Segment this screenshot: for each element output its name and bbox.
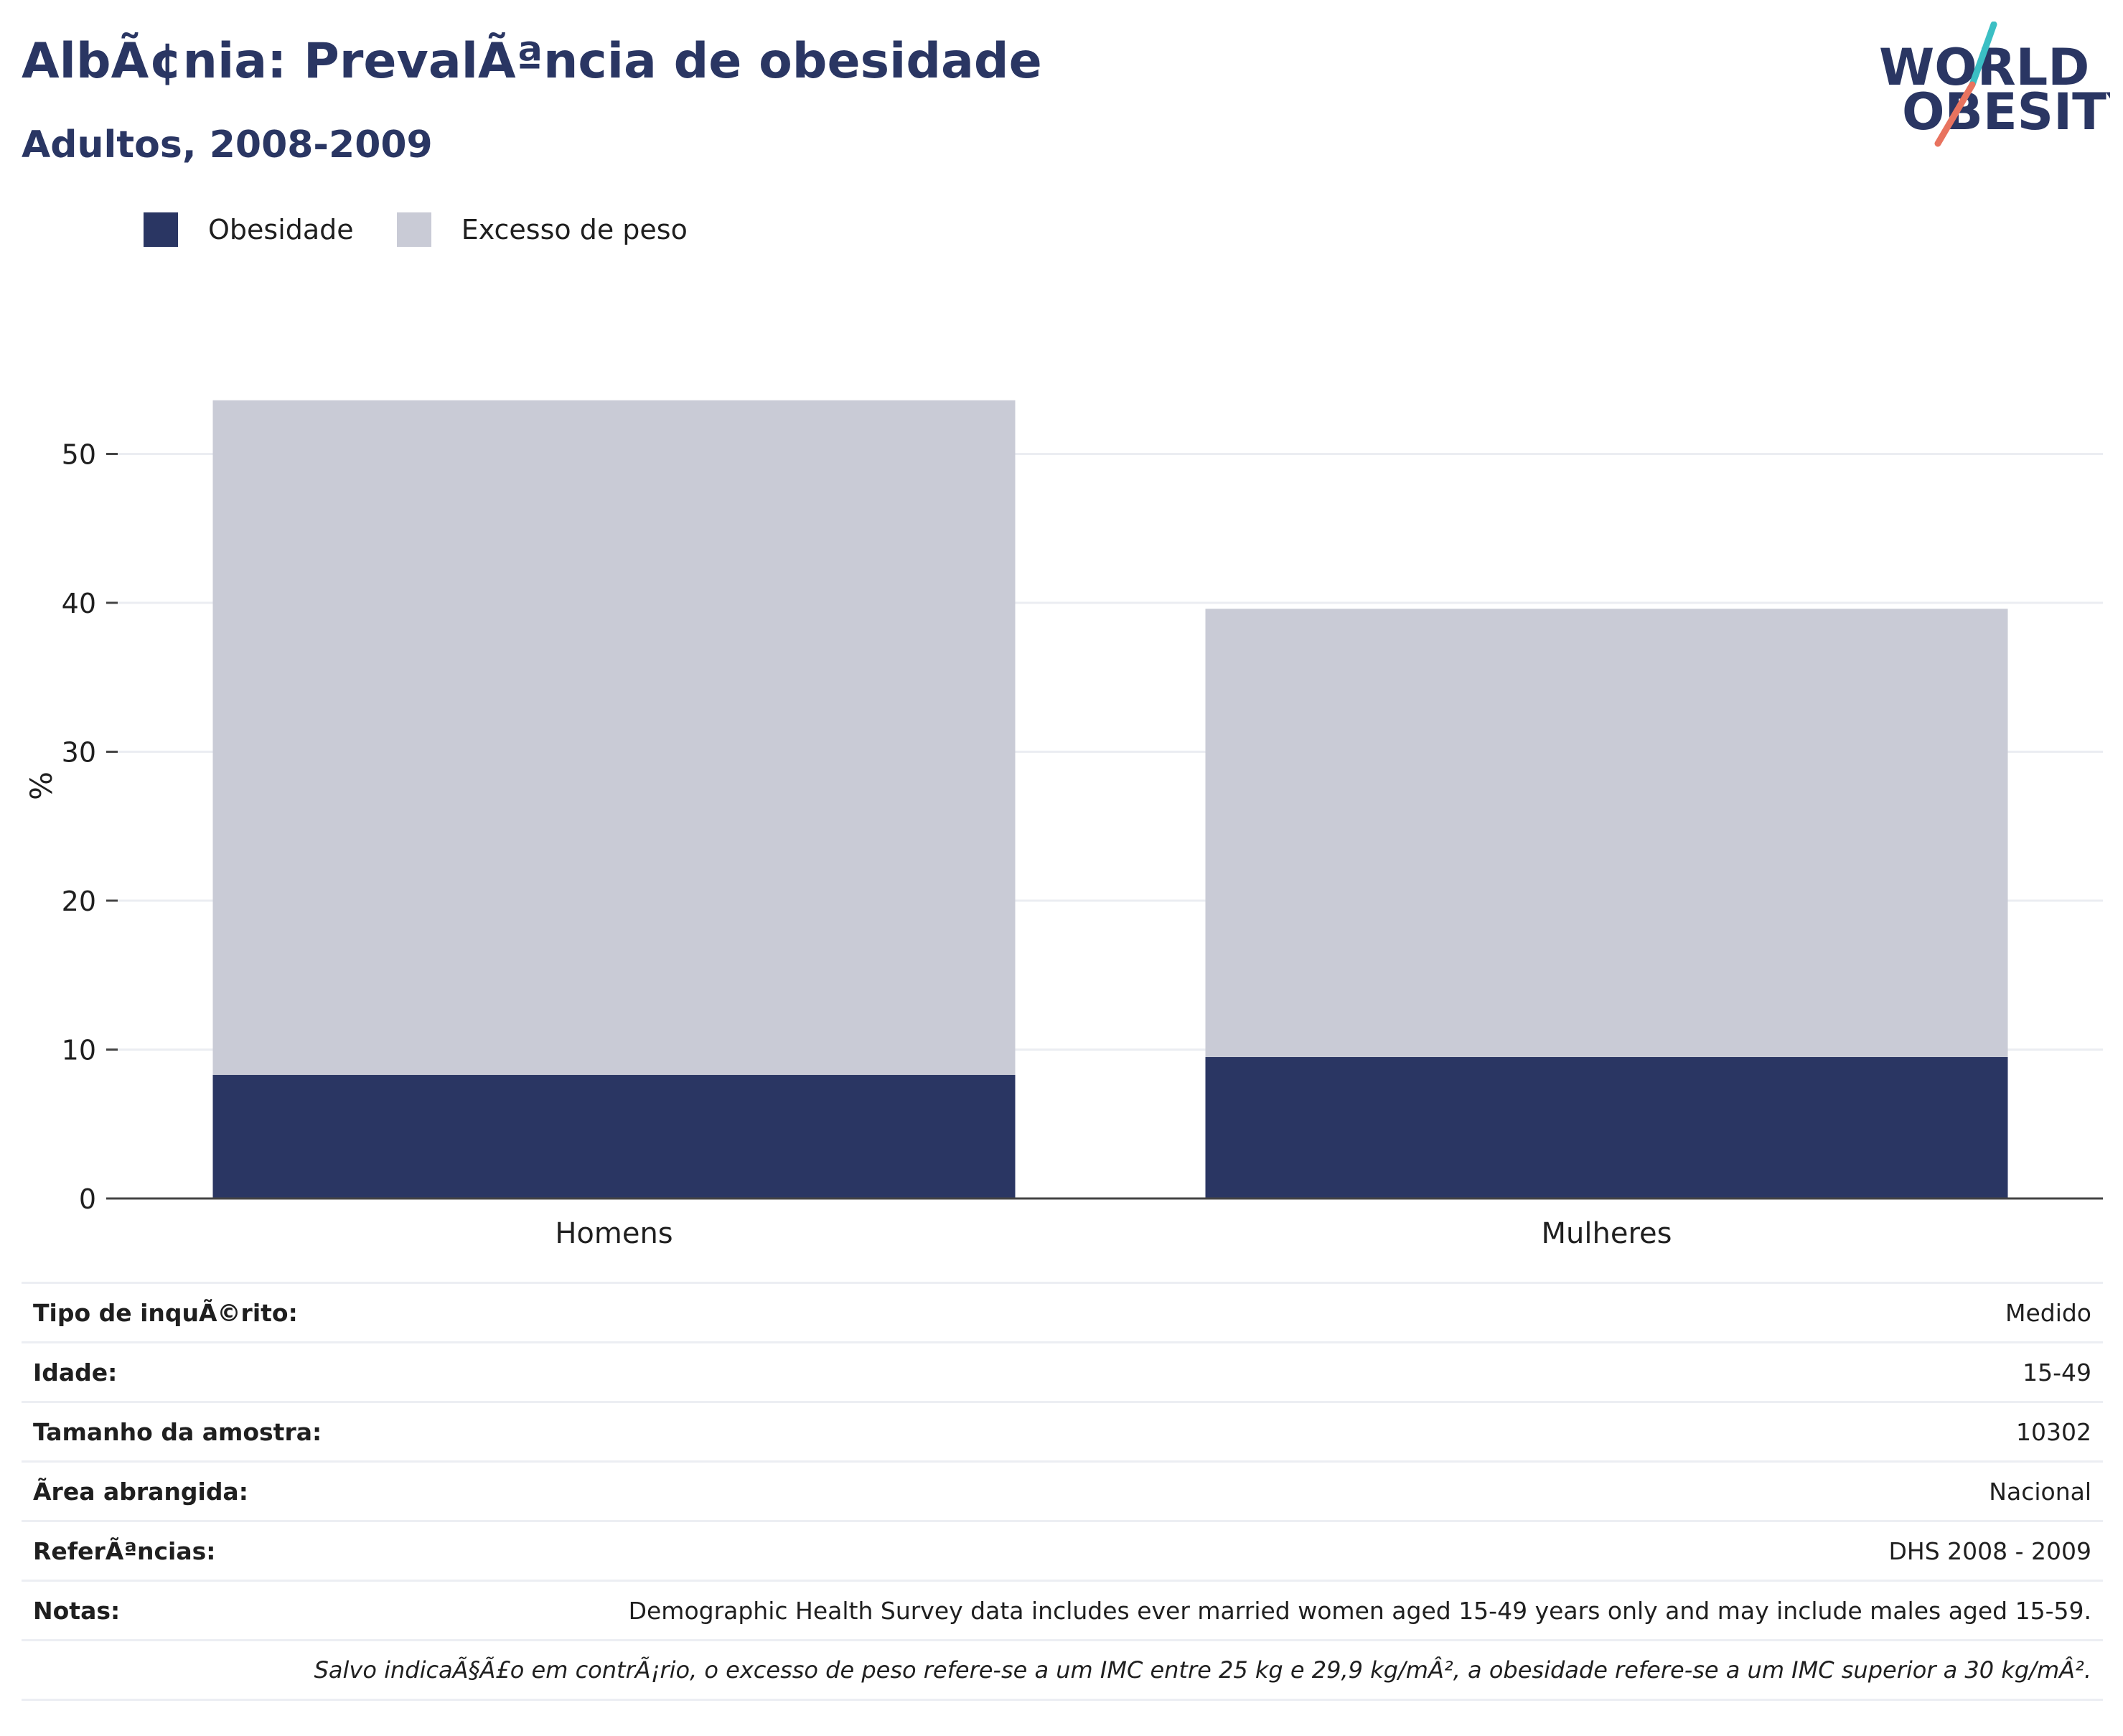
x-tick-label-mulheres: Mulheres [1542,1217,1672,1249]
legend-label-excesso-de-peso: Excesso de peso [461,214,688,245]
y-tick-label-40: 40 [62,588,96,619]
info-value-age: 15-49 [2023,1358,2091,1387]
logo-coral-slash [1934,81,1976,147]
axes: 0 10 20 30 40 50% Homens Mulheres [24,439,2103,1249]
bars [212,400,2008,1198]
bar-homens-obesidade [212,1074,1016,1198]
bar-mulheres-excesso-de-peso [1205,609,2008,1057]
info-row-references: ReferÃªncias: DHS 2008 - 2009 [22,1522,2103,1582]
legend-swatch-obesidade [144,212,178,247]
y-tick-label-30: 30 [62,737,96,769]
info-row-sample-size: Tamanho da amostra: 10302 [22,1403,2103,1463]
info-row-notes: Notas: Demographic Health Survey data in… [22,1582,2103,1641]
info-value-area: Nacional [1989,1477,2091,1506]
info-value-survey-type: Medido [2005,1298,2091,1327]
info-label-sample-size: Tamanho da amostra: [33,1417,322,1446]
x-tick-label-homens: Homens [555,1217,672,1249]
info-row-survey-type: Tipo de inquÃ©rito: Medido [22,1284,2103,1343]
footnote-text: Salvo indicaÃ§Ã£o em contrÃ¡rio, o exces… [314,1656,2091,1684]
y-tick-label-50: 50 [62,439,96,471]
info-row-age: Idade: 15-49 [22,1343,2103,1403]
info-value-references: DHS 2008 - 2009 [1888,1536,2091,1565]
info-label-notes: Notas: [33,1596,121,1625]
world-obesity-logo: WORLD OBESITY [1879,22,2110,147]
info-value-notes: Demographic Health Survey data includes … [628,1596,2091,1625]
chart-legend: Obesidade Excesso de peso [144,212,731,247]
legend-swatch-excesso-de-peso [396,212,431,247]
y-tick-label-10: 10 [62,1035,96,1066]
y-axis-label: % [24,771,59,800]
logo-teal-slash [1969,22,1997,88]
info-label-age: Idade: [33,1358,118,1387]
info-label-area: Ãrea abrangida: [33,1477,248,1506]
legend-item-obesidade[interactable]: Obesidade [144,212,354,247]
info-label-survey-type: Tipo de inquÃ©rito: [33,1298,298,1327]
legend-label-obesidade: Obesidade [208,214,354,245]
bar-chart: 0 10 20 30 40 50% Homens Mulheres [24,400,2103,1249]
legend-item-excesso-de-peso[interactable]: Excesso de peso [396,212,688,247]
logo-line-2: OBESITY [1902,83,2110,141]
bar-homens-excesso-de-peso [212,400,1016,1075]
info-value-sample-size: 10302 [2016,1417,2091,1446]
page-title: AlbÃ¢nia: PrevalÃªncia de obesidade [22,33,1042,90]
y-tick-label-20: 20 [62,886,96,917]
info-label-references: ReferÃªncias: [33,1536,216,1565]
info-row-area: Ãrea abrangida: Nacional [22,1463,2103,1522]
bar-mulheres-obesidade [1205,1056,2008,1198]
y-tick-label-0: 0 [79,1183,96,1215]
page-subtitle: Adultos, 2008-2009 [22,123,433,166]
info-row-footnote: Salvo indicaÃ§Ã£o em contrÃ¡rio, o exces… [22,1641,2103,1701]
survey-info-table: Tipo de inquÃ©rito: Medido Idade: 15-49 … [22,1282,2103,1701]
